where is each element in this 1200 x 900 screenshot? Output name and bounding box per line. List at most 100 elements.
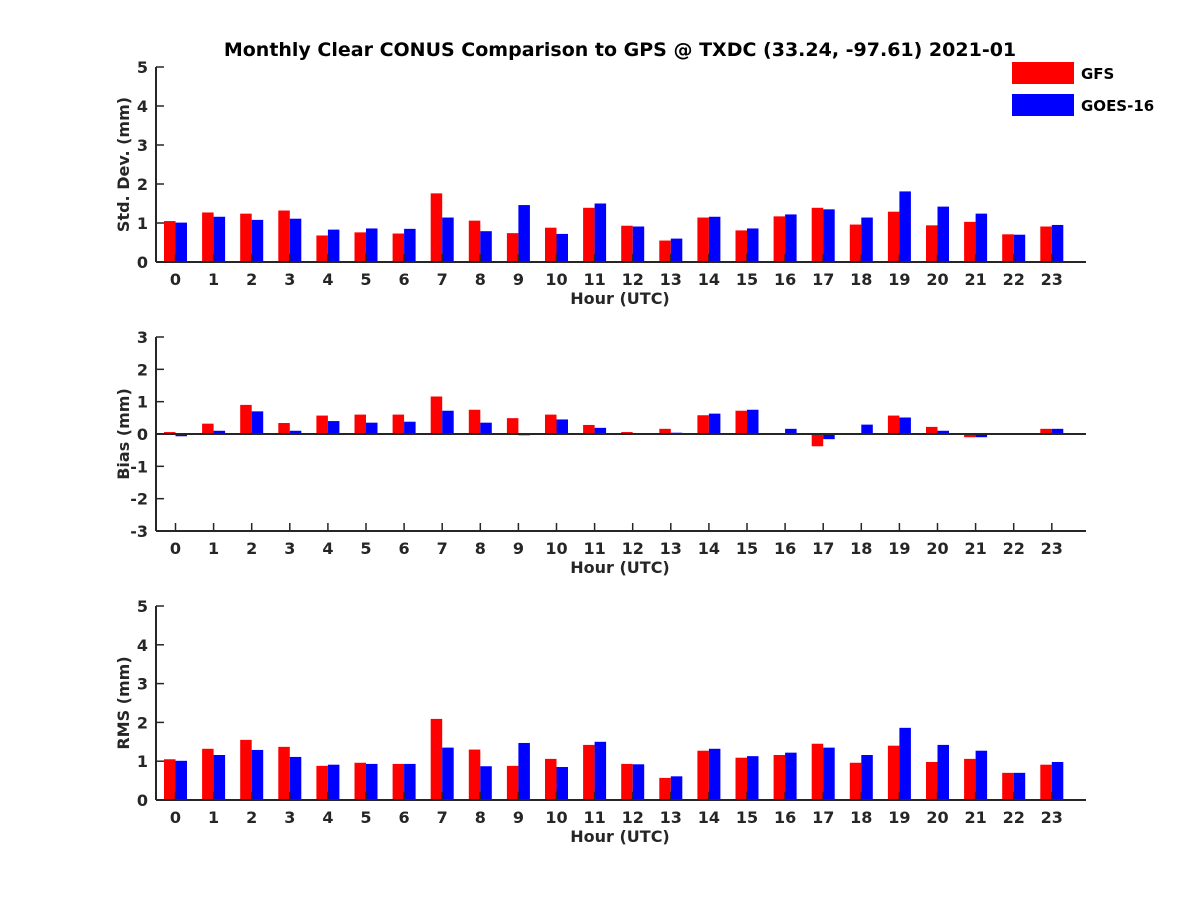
bar-goes16-hour-22	[1013, 772, 1026, 800]
bar-goes16-hour-21	[975, 434, 988, 438]
x-tick-label: 21	[964, 808, 986, 827]
bar-goes16-hour-15	[747, 756, 759, 800]
x-tick-label: 4	[322, 539, 333, 558]
x-tick-label: 5	[360, 808, 371, 827]
bar-gfs-hour-12	[621, 225, 633, 262]
bar-gfs-hour-4	[316, 765, 328, 800]
x-tick-label: 7	[437, 808, 448, 827]
bar-gfs-hour-6	[392, 233, 405, 262]
x-tick-label: 1	[208, 270, 219, 289]
bar-gfs-hour-0	[164, 221, 176, 262]
bar-goes16-hour-8	[480, 766, 492, 800]
bar-goes16-hour-4	[327, 764, 340, 800]
bar-gfs-hour-14	[697, 217, 709, 262]
y-axis-label: Bias (mm)	[114, 388, 133, 480]
x-tick-label: 23	[1041, 270, 1063, 289]
x-axis-label: Hour (UTC)	[570, 558, 670, 577]
bar-gfs-hour-8	[468, 749, 481, 800]
bar-gfs-hour-1	[202, 748, 214, 800]
bar-gfs-hour-1	[202, 423, 214, 434]
bar-goes16-hour-0	[175, 434, 187, 437]
bar-gfs-hour-13	[659, 777, 671, 800]
x-tick-label: 13	[660, 539, 682, 558]
x-tick-label: 11	[583, 539, 605, 558]
x-tick-label: 17	[812, 808, 834, 827]
bar-gfs-hour-2	[240, 404, 252, 434]
y-tick-label: 1	[137, 752, 148, 771]
bar-gfs-hour-9	[506, 418, 519, 434]
bar-goes16-hour-13	[670, 238, 683, 262]
legend-label-gfs: GFS	[1081, 65, 1114, 83]
bar-gfs-hour-2	[240, 739, 252, 800]
bar-goes16-hour-21	[975, 213, 988, 262]
y-tick-label: 0	[137, 425, 148, 444]
bar-goes16-hour-6	[404, 228, 416, 262]
x-axis-label: Hour (UTC)	[570, 289, 670, 308]
bar-goes16-hour-7	[442, 747, 454, 800]
x-tick-label: 11	[583, 808, 605, 827]
bar-gfs-hour-21	[964, 221, 976, 262]
x-tick-label: 21	[964, 270, 986, 289]
bar-gfs-hour-21	[964, 434, 976, 438]
x-tick-label: 2	[246, 539, 257, 558]
bar-gfs-hour-10	[545, 227, 557, 262]
bar-goes16-hour-18	[861, 754, 873, 800]
y-axis-label: Std. Dev. (mm)	[114, 97, 133, 232]
bar-goes16-hour-15	[747, 409, 759, 434]
bar-goes16-hour-3	[289, 218, 302, 262]
bar-gfs-hour-23	[1040, 764, 1052, 800]
bar-gfs-hour-15	[735, 410, 747, 434]
bar-goes16-hour-12	[632, 226, 645, 262]
bar-gfs-hour-7	[430, 718, 443, 800]
legend-label-goes16: GOES-16	[1081, 97, 1154, 115]
bar-gfs-hour-23	[1040, 428, 1052, 434]
bar-gfs-hour-19	[887, 415, 900, 434]
bar-goes16-hour-22	[1013, 234, 1026, 262]
x-tick-label: 7	[437, 539, 448, 558]
legend-swatch-goes16	[1012, 94, 1074, 116]
bar-gfs-hour-16	[773, 754, 786, 800]
x-tick-label: 10	[545, 270, 567, 289]
bar-gfs-hour-22	[1002, 772, 1014, 800]
x-tick-label: 16	[774, 808, 796, 827]
x-tick-label: 12	[622, 808, 644, 827]
bar-gfs-hour-5	[354, 414, 366, 434]
x-tick-label: 8	[475, 270, 486, 289]
bar-gfs-hour-11	[583, 424, 595, 434]
bar-goes16-hour-3	[289, 756, 302, 800]
bar-goes16-hour-17	[823, 209, 835, 262]
bar-gfs-hour-22	[1002, 234, 1014, 262]
x-tick-label: 18	[850, 270, 872, 289]
y-tick-label: 0	[137, 253, 148, 272]
x-tick-label: 8	[475, 539, 486, 558]
bar-goes16-hour-7	[442, 410, 454, 434]
bar-gfs-hour-21	[964, 758, 976, 800]
bar-gfs-hour-12	[621, 763, 633, 800]
bar-goes16-hour-17	[823, 747, 835, 800]
bar-gfs-hour-19	[887, 211, 900, 262]
x-tick-label: 9	[513, 270, 524, 289]
bar-gfs-hour-5	[354, 762, 366, 800]
bar-goes16-hour-4	[327, 421, 340, 434]
bar-goes16-hour-7	[442, 217, 454, 262]
y-tick-label: 3	[137, 675, 148, 694]
x-tick-label: 15	[736, 270, 758, 289]
bar-gfs-hour-20	[926, 225, 938, 262]
bar-gfs-hour-6	[392, 414, 405, 434]
y-tick-label: 2	[137, 713, 148, 732]
x-tick-label: 9	[513, 808, 524, 827]
bar-goes16-hour-17	[823, 434, 835, 440]
y-tick-label: 3	[137, 328, 148, 347]
x-tick-label: 4	[322, 270, 333, 289]
x-tick-label: 5	[360, 539, 371, 558]
y-tick-label: 5	[137, 58, 148, 77]
x-tick-label: 22	[1003, 539, 1025, 558]
bar-gfs-hour-14	[697, 750, 709, 800]
x-tick-label: 19	[888, 808, 910, 827]
x-tick-label: 15	[736, 808, 758, 827]
x-tick-label: 8	[475, 808, 486, 827]
bar-gfs-hour-13	[659, 428, 671, 434]
bar-goes16-hour-12	[632, 764, 645, 800]
